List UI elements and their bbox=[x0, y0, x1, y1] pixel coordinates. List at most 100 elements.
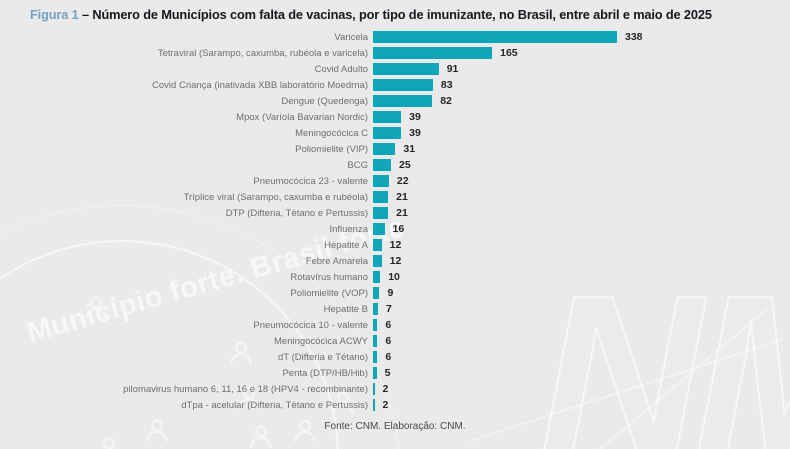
chart-row: BCG 25 bbox=[28, 157, 782, 173]
bar-zone: 12 bbox=[373, 253, 782, 269]
value-label: 39 bbox=[409, 111, 421, 123]
category-label: Pneumocócica 10 - valente bbox=[253, 319, 368, 331]
bar-zone: 6 bbox=[373, 317, 782, 333]
chart-row: Mpox (Varíola Bavarian Nordic) 39 bbox=[28, 109, 782, 125]
bar-zone: 31 bbox=[373, 141, 782, 157]
category-label: Influenza bbox=[329, 223, 368, 235]
bar bbox=[373, 383, 375, 395]
bar-zone: 2 bbox=[373, 381, 782, 397]
value-label: 6 bbox=[385, 319, 392, 331]
bar bbox=[373, 255, 382, 267]
value-label: 82 bbox=[440, 95, 452, 107]
bar bbox=[373, 351, 378, 363]
bar bbox=[373, 79, 433, 91]
bar-zone: 5 bbox=[373, 365, 782, 381]
bar bbox=[373, 287, 380, 299]
category-label: Poliomielite (VOP) bbox=[290, 287, 368, 299]
value-label: 16 bbox=[392, 223, 405, 235]
value-label: 91 bbox=[446, 63, 459, 75]
chart-row: pilomavirus humano 6, 11, 16 e 18 (HPV4 … bbox=[28, 381, 782, 397]
bar bbox=[373, 127, 402, 139]
chart-row: Rotavírus humano 10 bbox=[28, 269, 782, 285]
value-label: 2 bbox=[382, 399, 389, 411]
value-label: 165 bbox=[500, 47, 518, 59]
value-label: 12 bbox=[389, 255, 402, 267]
bar-zone: 16 bbox=[373, 221, 782, 237]
chart-row: Poliomielite (VIP) 31 bbox=[28, 141, 782, 157]
bar bbox=[373, 223, 385, 235]
bar bbox=[373, 63, 439, 75]
chart-row: Hepatite A 12 bbox=[28, 237, 782, 253]
bar bbox=[373, 335, 378, 347]
bar-zone: 91 bbox=[373, 61, 782, 77]
bar-zone: 6 bbox=[373, 349, 782, 365]
bar-zone: 2 bbox=[373, 397, 782, 413]
bar-zone: 6 bbox=[373, 333, 782, 349]
bar-zone: 25 bbox=[373, 157, 782, 173]
chart-row: Tetraviral (Sarampo, caxumba, rubéola e … bbox=[28, 45, 782, 61]
chart-row: Tríplice viral (Sarampo, caxumba e rubéo… bbox=[28, 189, 782, 205]
bar-zone: 9 bbox=[373, 285, 782, 301]
chart-row: DTP (Difteria, Tétano e Pertussis) 21 bbox=[28, 205, 782, 221]
value-label: 25 bbox=[399, 159, 411, 171]
category-label: DTP (Difteria, Tétano e Pertussis) bbox=[225, 207, 368, 219]
figure-title: Figura 1 – Número de Municípios com falt… bbox=[30, 7, 782, 22]
bar bbox=[373, 47, 493, 59]
bar-zone: 10 bbox=[373, 269, 782, 285]
category-label: Meningocócica C bbox=[295, 127, 368, 139]
bar bbox=[373, 271, 381, 283]
category-label: Varicela bbox=[334, 31, 368, 43]
figure-title-text: – Número de Municípios com falta de vaci… bbox=[78, 7, 712, 22]
category-label: Mpox (Varíola Bavarian Nordic) bbox=[236, 111, 368, 123]
bar-zone: 165 bbox=[373, 45, 782, 61]
value-label: 21 bbox=[396, 207, 408, 219]
bar bbox=[373, 319, 378, 331]
category-label: dTpa - acelular (Difteria, Tétano e Pert… bbox=[181, 399, 368, 411]
person-icon bbox=[96, 436, 122, 449]
chart-row: Pneumocócica 23 - valente 22 bbox=[28, 173, 782, 189]
bar-chart: Varicela 338 Tetraviral (Sarampo, caxumba,… bbox=[28, 29, 782, 413]
chart-row: Penta (DTP/HB/Hib) 5 bbox=[28, 365, 782, 381]
bar bbox=[373, 239, 382, 251]
chart-row: Hepatite B 7 bbox=[28, 301, 782, 317]
category-label: Dengue (Quedenga) bbox=[281, 95, 368, 107]
bar bbox=[373, 159, 392, 171]
chart-row: Influenza 16 bbox=[28, 221, 782, 237]
category-label: Penta (DTP/HB/Hib) bbox=[282, 367, 368, 379]
value-label: 7 bbox=[386, 303, 392, 315]
category-label: Tríplice viral (Sarampo, caxumba e rubéo… bbox=[183, 191, 368, 203]
bar-zone: 21 bbox=[373, 189, 782, 205]
chart-row: Covid Adulto 91 bbox=[28, 61, 782, 77]
value-label: 5 bbox=[384, 367, 391, 379]
bar-zone: 39 bbox=[373, 109, 782, 125]
value-label: 6 bbox=[385, 335, 392, 347]
bar-zone: 22 bbox=[373, 173, 782, 189]
category-label: Poliomielite (VIP) bbox=[295, 143, 368, 155]
category-label: Covid Criança (inativada XBB laboratório… bbox=[152, 79, 368, 91]
bar bbox=[373, 191, 389, 203]
bar bbox=[373, 399, 375, 411]
bar bbox=[373, 31, 617, 43]
bar-zone: 338 bbox=[373, 29, 782, 45]
source-note: Fonte: CNM. Elaboração: CNM. bbox=[324, 421, 466, 432]
bar-zone: 39 bbox=[373, 125, 782, 141]
chart-row: Dengue (Quedenga) 82 bbox=[28, 93, 782, 109]
category-label: pilomavirus humano 6, 11, 16 e 18 (HPV4 … bbox=[123, 383, 368, 395]
figure-label: Figura 1 bbox=[30, 7, 79, 22]
chart-row: Varicela 338 bbox=[28, 29, 782, 45]
value-label: 10 bbox=[388, 271, 400, 283]
category-label: Covid Adulto bbox=[314, 63, 368, 75]
bar-zone: 12 bbox=[373, 237, 782, 253]
value-label: 12 bbox=[389, 239, 402, 251]
bar-zone: 82 bbox=[373, 93, 782, 109]
bar-zone: 7 bbox=[373, 301, 782, 317]
value-label: 39 bbox=[409, 127, 421, 139]
bar bbox=[373, 207, 389, 219]
value-label: 22 bbox=[396, 175, 409, 187]
category-label: Hepatite B bbox=[323, 303, 368, 315]
category-label: Tetraviral (Sarampo, caxumba, rubéola e … bbox=[157, 47, 368, 59]
value-label: 6 bbox=[385, 351, 392, 363]
bar bbox=[373, 175, 389, 187]
chart-row: Covid Criança (inativada XBB laboratório… bbox=[28, 77, 782, 93]
